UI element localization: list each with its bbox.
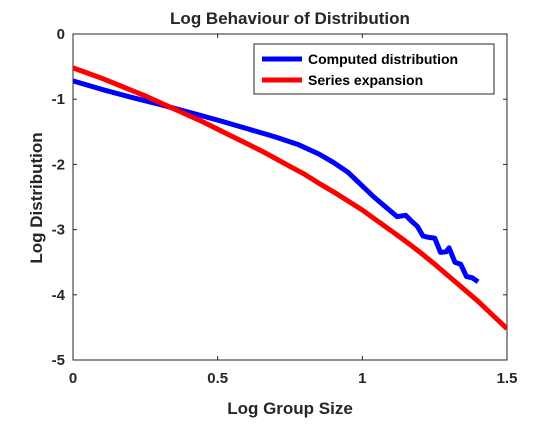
x-tick-label: 1.5 — [497, 370, 518, 387]
x-tick-label: 0 — [69, 370, 77, 387]
x-tick-label: 0.5 — [207, 370, 228, 387]
y-tick-label: -2 — [52, 156, 65, 173]
y-tick-label: -1 — [52, 91, 65, 108]
legend: Computed distribution Series expansion — [253, 43, 495, 95]
y-tick-label: -5 — [52, 352, 65, 369]
series-line-1 — [73, 78, 480, 284]
legend-label-2: Series expansion — [308, 72, 423, 88]
x-axis-label: Log Group Size — [227, 399, 353, 418]
y-tick-label: -4 — [52, 287, 66, 304]
series-line-2 — [73, 65, 507, 331]
y-tick-label: 0 — [57, 26, 65, 43]
y-tick-label: -3 — [52, 222, 65, 239]
y-axis-label: Log Distribution — [27, 132, 46, 263]
legend-box — [253, 43, 495, 95]
legend-label-1: Computed distribution — [308, 51, 458, 67]
x-tick-label: 1 — [358, 370, 366, 387]
chart-title: Log Behaviour of Distribution — [170, 9, 410, 28]
